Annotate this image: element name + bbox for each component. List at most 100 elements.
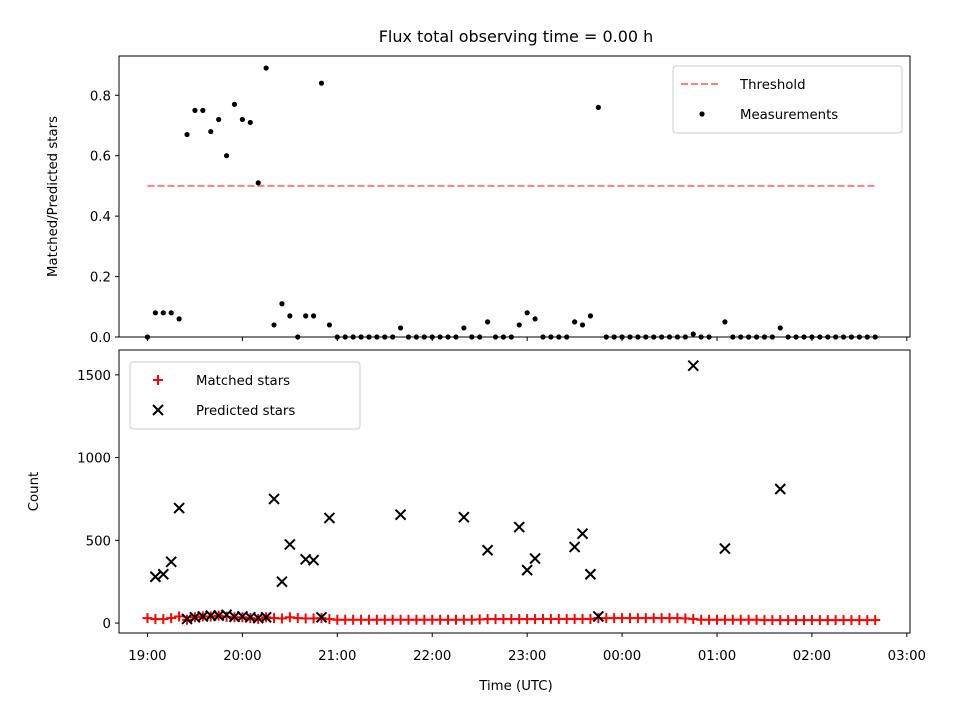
predicted-star-point [173,502,185,514]
measurement-point [595,104,601,110]
measurement-point [152,310,158,316]
predicted-star-point [315,611,328,623]
measurement-point [587,313,594,319]
measurement-point [231,101,238,107]
predicted-stars-points [149,360,786,625]
bottom-plot-frame [118,349,911,634]
measurement-point [247,119,253,126]
x-axis-label: Time (UTC) [478,679,553,694]
predicted-star-point [568,541,581,553]
bottom-y-tick-label: 500 [86,534,111,549]
bottom-plot-panel: 19:00 20:00 21:00 22:00 23:00 00:00 01:00 02:00… [27,349,926,694]
top-y-tick-label: 0.8 [90,89,111,104]
predicted-star-point [521,564,533,576]
measurement-point [532,316,538,322]
measurement-point [255,180,261,186]
predicted-star-point [260,611,272,623]
bottom-legend: Matched stars Predicted stars [129,361,361,430]
measurement-point [722,319,728,325]
top-y-axis-label: Matched/Predicted stars [46,116,61,277]
matched-star-point [276,613,287,624]
x-tick-label: 02:00 [793,649,831,664]
predicted-star-point [529,552,541,565]
matched-star-point [870,615,881,626]
bottom-y-ticks: 0 500 1000 1500 [77,369,119,632]
measurement-point [176,316,182,322]
predicted-star-point [576,527,589,540]
top-y-tick-label: 0.6 [90,150,111,165]
predicted-star-point [719,542,731,555]
measurement-point [160,310,166,316]
predicted-star-point [584,568,597,580]
top-legend: Threshold Measurements [672,65,903,134]
top-y-ticks: 0.0 0.2 0.4 0.6 0.8 [90,89,119,346]
measurement-point [777,325,783,331]
matched-stars-points [142,610,881,626]
top-y-tick-label: 0.2 [90,271,111,286]
bottom-legend-box [129,361,361,430]
measurement-point [690,331,696,337]
measurement-point [326,322,333,328]
legend-matched-swatch [153,375,163,385]
measurement-point [485,319,491,325]
measurement-point [524,310,530,316]
measurement-point [303,313,309,319]
x-tick-label: 22:00 [413,649,451,664]
measurement-point [239,116,245,123]
chart-title: Flux total observing time = 0.00 h [379,27,654,46]
predicted-star-point [774,483,786,495]
measurement-point [192,107,198,113]
top-y-tick-label: 0.4 [90,210,111,225]
top-y-tick-label: 0.0 [90,331,111,346]
legend-predicted-label: Predicted stars [196,404,295,419]
bottom-y-tick-label: 0 [103,617,111,632]
measurement-point [318,80,325,86]
top-legend-box [672,65,903,134]
predicted-star-point [284,538,296,551]
legend-predicted-swatch [152,404,164,416]
predicted-star-point [149,571,162,583]
predicted-star-point [513,521,525,533]
x-tick-label: 03:00 [888,649,926,664]
predicted-star-point [592,610,605,623]
legend-measurements-label: Measurements [740,108,838,123]
bottom-y-tick-label: 1500 [77,369,111,384]
predicted-star-point [458,511,470,523]
measurement-point [461,325,467,331]
predicted-star-point [268,493,280,505]
x-tick-label: 00:00 [603,649,641,664]
predicted-star-point [394,508,407,521]
measurement-point [168,310,174,316]
measurement-point [572,319,578,325]
legend-measurements-swatch [699,111,705,117]
x-tick-label: 19:00 [128,649,166,664]
measurement-point [271,322,277,328]
legend-predicted-marker [152,404,164,416]
matched-star-point [166,613,177,624]
predicted-star-point [157,568,170,580]
x-tick-label: 01:00 [698,649,736,664]
measurement-point [579,322,586,328]
predicted-star-point [687,360,699,372]
top-plot-panel: 0.00.20.40.60.8 Matched/Predicted stars … [46,55,911,346]
measurement-point [397,325,404,331]
predicted-star-point [276,575,288,588]
measurement-point [208,128,214,135]
measurement-point [216,116,222,123]
measurement-point [200,107,206,113]
matched-star-point [174,611,185,622]
legend-matched-marker [153,375,163,385]
measurement-point [184,131,190,138]
predicted-star-point [323,512,336,524]
measurement-point [310,313,317,319]
top-x-ticks [146,337,908,341]
measurement-point [516,322,522,328]
predicted-star-point [165,556,177,568]
measurement-point [223,153,230,159]
top-plot-frame [118,55,911,338]
legend-matched-label: Matched stars [196,374,290,389]
predicted-star-point [481,544,494,556]
measurement-point [279,301,285,307]
measurement-point [263,65,269,71]
